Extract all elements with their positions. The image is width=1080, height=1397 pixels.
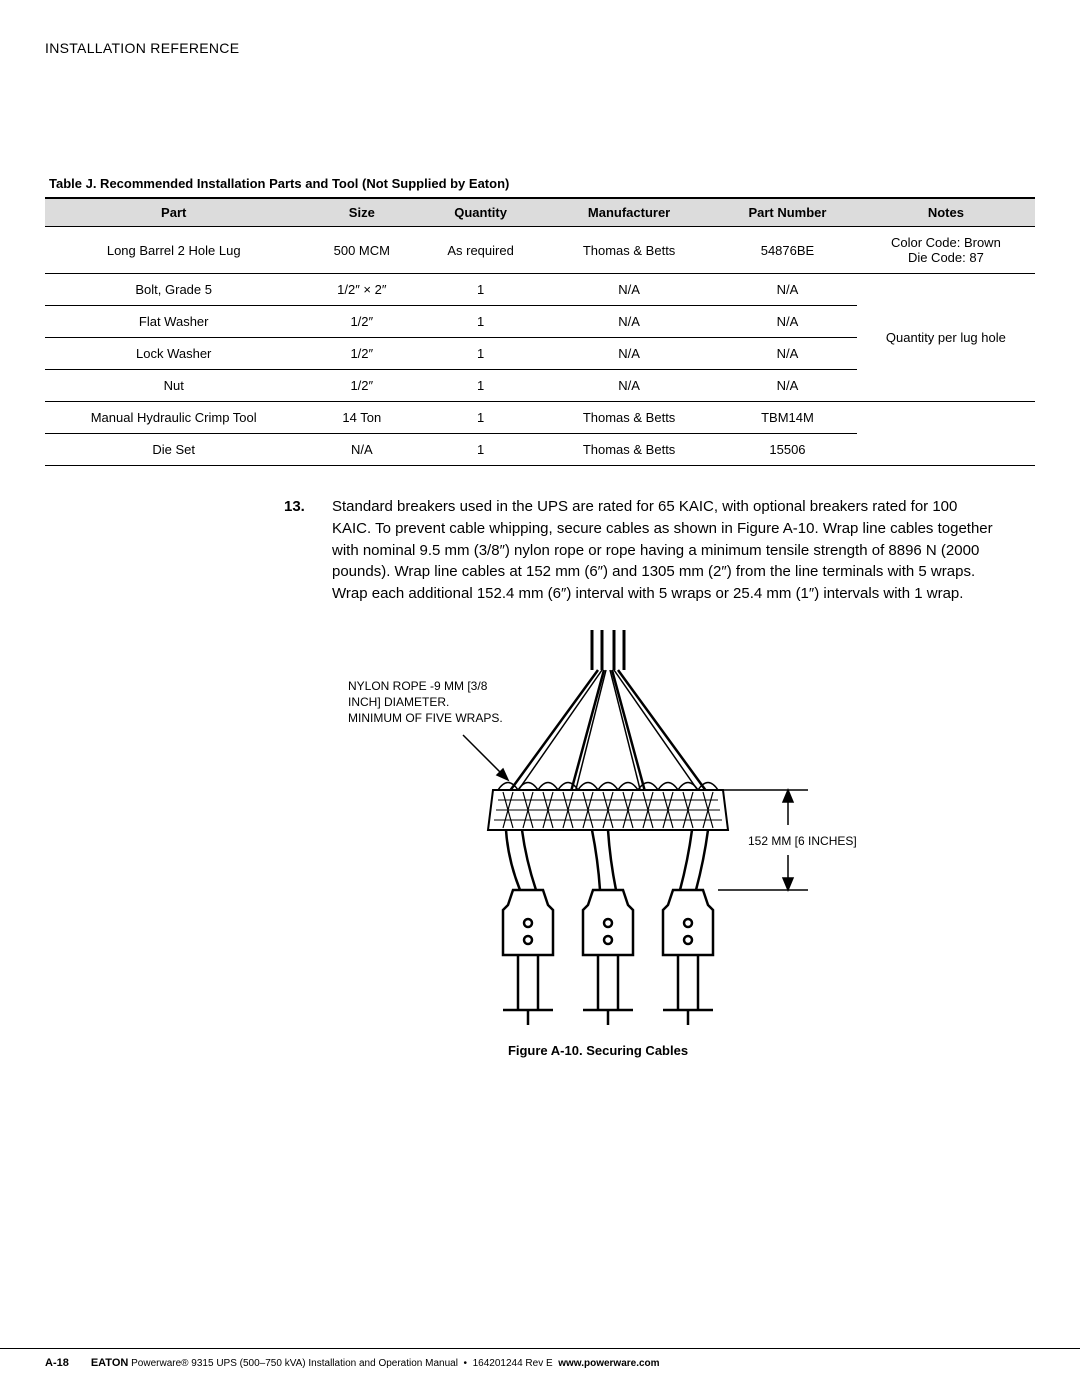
footer-url: www.powerware.com [558, 1358, 659, 1369]
body-paragraph: 13.Standard breakers used in the UPS are… [308, 496, 1000, 605]
cell-pn: N/A [718, 306, 857, 338]
cell-qty: 1 [421, 338, 540, 370]
cell-size: 500 MCM [302, 227, 421, 274]
cell-mfr: Thomas & Betts [540, 402, 718, 434]
cell-pn: 15506 [718, 434, 857, 466]
cell-part: Flat Washer [45, 306, 302, 338]
table-row: Bolt, Grade 5 1/2″ × 2″ 1 N/A N/A Quanti… [45, 274, 1035, 306]
cell-part: Bolt, Grade 5 [45, 274, 302, 306]
cell-part: Nut [45, 370, 302, 402]
cell-mfr: N/A [540, 274, 718, 306]
col-qty: Quantity [421, 198, 540, 227]
diagram-label-left-2: INCH] DIAMETER. [348, 695, 449, 709]
diagram-label-left-3: MINIMUM OF FIVE WRAPS. [348, 711, 503, 725]
securing-cables-diagram: NYLON ROPE -9 MM [3/8 INCH] DIAMETER. MI… [308, 630, 888, 1030]
col-pn: Part Number [718, 198, 857, 227]
col-part: Part [45, 198, 302, 227]
cell-pn: N/A [718, 274, 857, 306]
item-text: Standard breakers used in the UPS are ra… [332, 498, 993, 602]
cell-qty: 1 [421, 402, 540, 434]
diagram-label-right: 152 MM [6 INCHES] [748, 834, 857, 848]
cell-qty: 1 [421, 370, 540, 402]
cell-size: 1/2″ [302, 306, 421, 338]
item-number: 13. [308, 496, 332, 518]
parts-table: Part Size Quantity Manufacturer Part Num… [45, 197, 1035, 466]
cell-notes: Color Code: Brown Die Code: 87 [857, 227, 1035, 274]
col-size: Size [302, 198, 421, 227]
cell-mfr: Thomas & Betts [540, 227, 718, 274]
cell-notes-empty [857, 402, 1035, 466]
cell-mfr: N/A [540, 306, 718, 338]
cell-part: Die Set [45, 434, 302, 466]
footer-doc: 164201244 Rev E [473, 1358, 553, 1369]
cell-size: 1/2″ [302, 370, 421, 402]
cell-pn: N/A [718, 338, 857, 370]
cell-qty: 1 [421, 274, 540, 306]
cell-part: Manual Hydraulic Crimp Tool [45, 402, 302, 434]
cell-mfr: N/A [540, 338, 718, 370]
col-notes: Notes [857, 198, 1035, 227]
cell-qty: 1 [421, 306, 540, 338]
page-footer: A-18 EATON Powerware® 9315 UPS (500–750 … [0, 1348, 1080, 1369]
diagram-label-left-1: NYLON ROPE -9 MM [3/8 [348, 679, 488, 693]
table-caption: Table J. Recommended Installation Parts … [45, 176, 1035, 191]
col-mfr: Manufacturer [540, 198, 718, 227]
table-row: Long Barrel 2 Hole Lug 500 MCM As requir… [45, 227, 1035, 274]
cell-size: 1/2″ × 2″ [302, 274, 421, 306]
cell-notes-merged: Quantity per lug hole [857, 274, 1035, 402]
figure-caption: Figure A-10. Securing Cables [308, 1043, 888, 1058]
cell-size: 1/2″ [302, 338, 421, 370]
footer-page-number: A-18 [45, 1357, 69, 1369]
footer-text: Powerware® 9315 UPS (500–750 kVA) Instal… [131, 1358, 458, 1369]
footer-sep: • [464, 1358, 468, 1369]
footer-brand: EATON [91, 1357, 129, 1369]
cell-pn: TBM14M [718, 402, 857, 434]
cell-pn: 54876BE [718, 227, 857, 274]
cell-part: Long Barrel 2 Hole Lug [45, 227, 302, 274]
table-row: Manual Hydraulic Crimp Tool 14 Ton 1 Tho… [45, 402, 1035, 434]
cell-pn: N/A [718, 370, 857, 402]
cell-qty: As required [421, 227, 540, 274]
page-header: INSTALLATION REFERENCE [45, 40, 1035, 56]
cell-part: Lock Washer [45, 338, 302, 370]
figure: NYLON ROPE -9 MM [3/8 INCH] DIAMETER. MI… [308, 630, 888, 1058]
cell-qty: 1 [421, 434, 540, 466]
cell-size: N/A [302, 434, 421, 466]
cell-size: 14 Ton [302, 402, 421, 434]
cell-mfr: N/A [540, 370, 718, 402]
cell-mfr: Thomas & Betts [540, 434, 718, 466]
table-header-row: Part Size Quantity Manufacturer Part Num… [45, 198, 1035, 227]
